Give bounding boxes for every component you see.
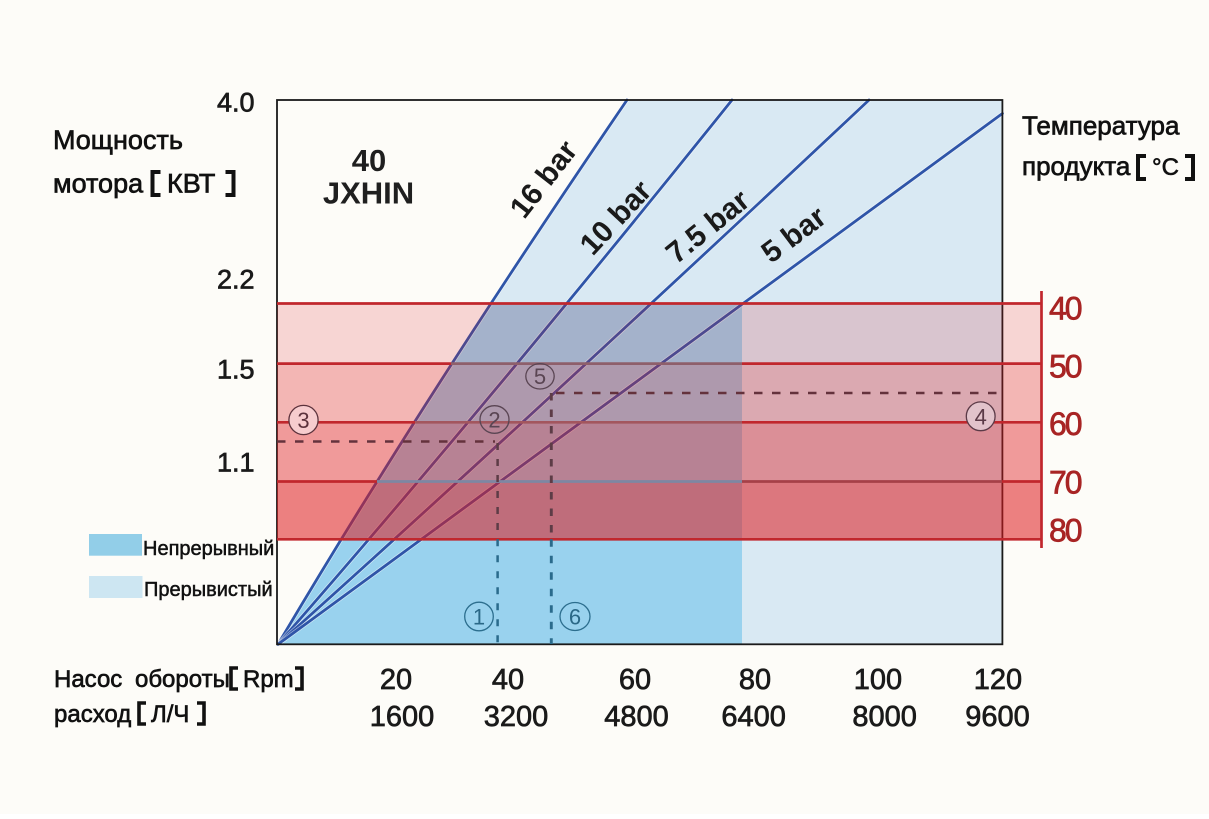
svg-text:1: 1	[473, 605, 485, 630]
svg-text:Температура: Температура	[1022, 111, 1180, 141]
svg-text:3: 3	[297, 408, 309, 433]
svg-text:120: 120	[974, 664, 1022, 696]
svg-text:4800: 4800	[604, 701, 669, 733]
svg-text:мотора: мотора	[53, 169, 144, 199]
svg-text:6: 6	[569, 605, 581, 630]
svg-text:2: 2	[488, 408, 500, 433]
svg-text:20: 20	[380, 664, 412, 696]
svg-text:Непрерывный: Непрерывный	[143, 538, 274, 560]
svg-text:Rpm: Rpm	[243, 666, 294, 693]
svg-text:60: 60	[619, 664, 651, 696]
svg-text:1.1: 1.1	[217, 448, 255, 478]
svg-text:КВТ: КВТ	[167, 169, 215, 199]
svg-text:Насос обороты: Насос обороты	[54, 666, 230, 693]
svg-text:Мощность: Мощность	[53, 125, 183, 155]
svg-text:8000: 8000	[852, 701, 917, 733]
svg-text:продукта: продукта	[1022, 151, 1131, 181]
svg-text:4: 4	[975, 404, 987, 429]
svg-text:2.2: 2.2	[217, 265, 255, 295]
svg-text:80: 80	[1049, 513, 1082, 549]
svg-text:расход: расход	[54, 701, 131, 728]
svg-text:40: 40	[1049, 291, 1082, 327]
svg-text:100: 100	[854, 664, 902, 696]
svg-text:40: 40	[352, 143, 386, 178]
svg-text:50: 50	[1049, 349, 1082, 385]
svg-text:6400: 6400	[721, 701, 786, 733]
svg-text:1600: 1600	[370, 701, 435, 733]
svg-text:1.5: 1.5	[217, 355, 255, 385]
svg-text:4.0: 4.0	[217, 88, 255, 118]
svg-text:°C: °C	[1152, 154, 1179, 181]
svg-text:Прерывистый: Прерывистый	[144, 579, 273, 601]
svg-text:Л/Ч: Л/Ч	[151, 701, 189, 728]
svg-text:40: 40	[492, 664, 524, 696]
svg-text:3200: 3200	[484, 701, 549, 733]
svg-text:5: 5	[534, 364, 546, 389]
svg-text:JXHIN: JXHIN	[323, 176, 414, 211]
svg-text:60: 60	[1049, 406, 1082, 442]
svg-text:80: 80	[739, 664, 771, 696]
svg-text:9600: 9600	[965, 701, 1030, 733]
svg-text:70: 70	[1049, 465, 1082, 501]
